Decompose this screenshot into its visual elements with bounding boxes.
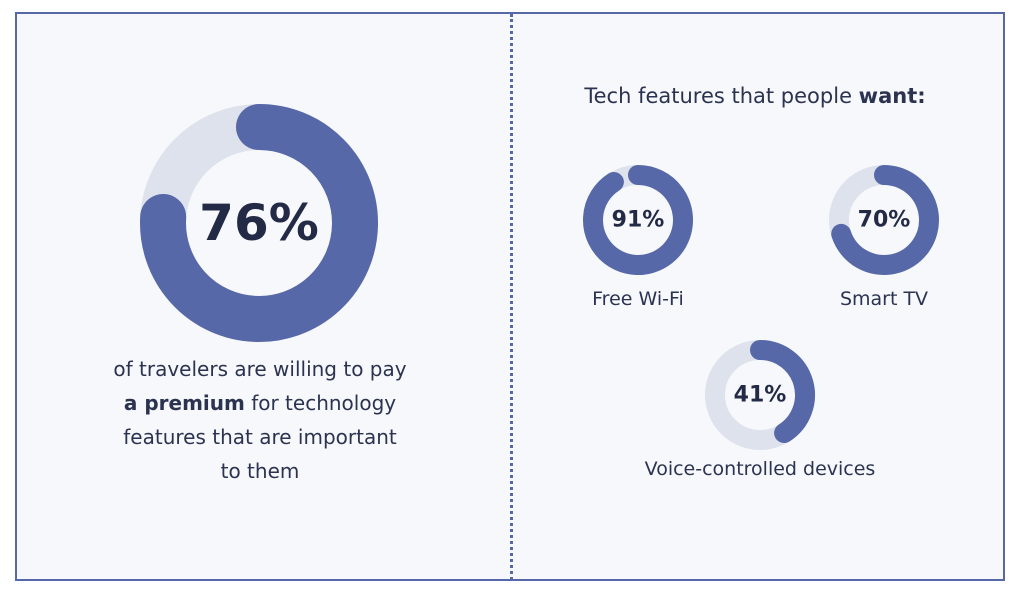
feature-label-voice: Voice-controlled devices	[644, 458, 876, 480]
wifi-donut-value-arc	[583, 165, 693, 275]
features-heading: Tech features that people want:	[515, 84, 995, 108]
main-caption: of travelers are willing to pay a premiu…	[60, 352, 460, 488]
caption-bold-premium: a premium	[123, 391, 245, 415]
voice-donut-percent-label: 41%	[734, 383, 787, 408]
caption-line-4: to them	[220, 459, 300, 483]
wifi-donut-svg: 91%	[583, 165, 693, 275]
main-donut-chart: 76%	[140, 104, 378, 342]
caption-line-1: of travelers are willing to pay	[113, 357, 407, 381]
heading-bold-want: want:	[858, 84, 926, 108]
smart-tv-donut-chart: 70%	[829, 165, 939, 275]
smart-tv-donut-percent-label: 70%	[858, 208, 911, 233]
voice-donut-value-arc	[750, 340, 815, 443]
smart-tv-donut-svg: 70%	[829, 165, 939, 275]
main-donut-percent-label: 76%	[199, 194, 319, 252]
caption-line-2: a premium for technology	[60, 386, 460, 420]
main-donut-svg: 76%	[140, 104, 378, 342]
wifi-donut-percent-label: 91%	[612, 208, 665, 233]
feature-label-smart-tv: Smart TV	[839, 288, 929, 310]
heading-prefix: Tech features that people	[584, 84, 859, 108]
wifi-donut-chart: 91%	[583, 165, 693, 275]
dotted-divider	[510, 14, 513, 580]
voice-donut-svg: 41%	[705, 340, 815, 450]
main-donut-value-arc	[140, 104, 378, 342]
smart-tv-donut-value-arc	[831, 165, 939, 275]
voice-devices-donut-chart: 41%	[705, 340, 815, 450]
caption-line-2-rest: for technology	[244, 391, 397, 415]
caption-line-3: features that are important	[123, 425, 397, 449]
feature-label-wifi: Free Wi-Fi	[592, 288, 684, 310]
